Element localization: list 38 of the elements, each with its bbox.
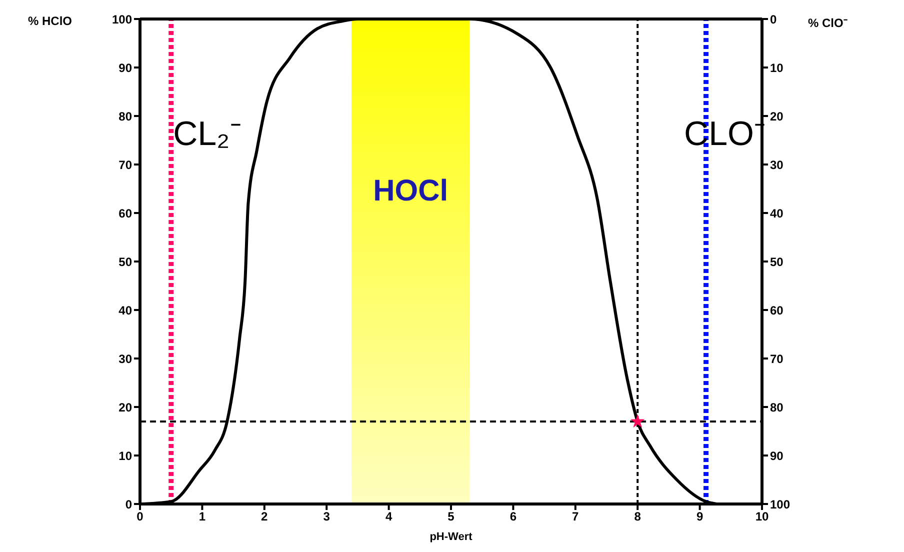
y2-tick-label: 60 bbox=[770, 303, 784, 318]
x-tick-label: 6 bbox=[510, 510, 517, 524]
y-tick-label: 50 bbox=[118, 254, 132, 269]
y-tick-label: 20 bbox=[118, 400, 132, 414]
y-tick-label: 10 bbox=[118, 448, 132, 463]
y-tick-label: 70 bbox=[118, 158, 132, 172]
y2-tick-label: 10 bbox=[770, 60, 784, 75]
y2-tick-label: 0 bbox=[770, 12, 777, 26]
y2-tick-label: 90 bbox=[770, 448, 784, 463]
y-axis-title: % HClO bbox=[28, 14, 72, 28]
x-tick-label: 10 bbox=[755, 510, 769, 524]
y2-tick-label: 20 bbox=[770, 109, 784, 124]
x-tick-label: 3 bbox=[323, 510, 330, 524]
x-tick-label: 5 bbox=[448, 510, 455, 524]
y2-tick-label: 50 bbox=[770, 254, 784, 269]
x-tick-label: 7 bbox=[572, 510, 580, 524]
y-tick-label: 100 bbox=[112, 12, 132, 26]
band-label: HOCl bbox=[373, 174, 448, 208]
y2-tick-label: 100 bbox=[770, 497, 790, 512]
ref-line-label: CL₂⁻ bbox=[173, 115, 241, 154]
x-tick-label: 4 bbox=[385, 510, 392, 524]
x-axis-title: pH-Wert bbox=[430, 531, 473, 543]
y-tick-label: 60 bbox=[118, 206, 132, 220]
x-tick-label: 9 bbox=[696, 510, 704, 524]
y-tick-label: 90 bbox=[118, 60, 132, 75]
y-tick-label: 30 bbox=[118, 352, 132, 366]
x-tick-label: 1 bbox=[198, 510, 206, 524]
y2-tick-label: 80 bbox=[770, 400, 784, 414]
y2-tick-label: 30 bbox=[770, 158, 784, 172]
x-tick-label: 0 bbox=[136, 510, 144, 524]
y2-axis-title: % ClO⁻ bbox=[808, 15, 848, 31]
y2-tick-label: 70 bbox=[770, 352, 784, 366]
y-tick-label: 0 bbox=[125, 497, 132, 512]
y2-tick-label: 40 bbox=[770, 206, 784, 220]
x-tick-label: 8 bbox=[634, 510, 642, 524]
y-tick-label: 40 bbox=[118, 303, 132, 318]
y-tick-label: 80 bbox=[118, 109, 132, 124]
x-tick-label: 2 bbox=[261, 510, 268, 524]
